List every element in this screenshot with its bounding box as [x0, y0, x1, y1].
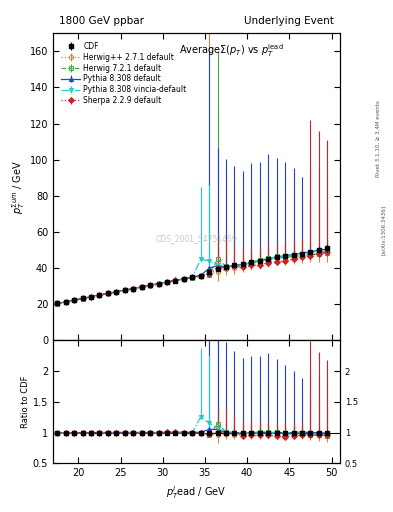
X-axis label: $p_T^{l}$ead / GeV: $p_T^{l}$ead / GeV	[166, 484, 227, 501]
Text: 1800 GeV ppbar: 1800 GeV ppbar	[59, 15, 144, 26]
Text: CDS_2001_S4751469: CDS_2001_S4751469	[156, 234, 237, 244]
Y-axis label: $p_T^{\Sigma um}$ / GeV: $p_T^{\Sigma um}$ / GeV	[10, 160, 27, 214]
Legend: CDF, Herwig++ 2.7.1 default, Herwig 7.2.1 default, Pythia 8.308 default, Pythia : CDF, Herwig++ 2.7.1 default, Herwig 7.2.…	[60, 40, 188, 107]
Text: Underlying Event: Underlying Event	[244, 15, 334, 26]
Text: [arXiv:1306.3436]: [arXiv:1306.3436]	[381, 205, 386, 255]
Y-axis label: Ratio to CDF: Ratio to CDF	[21, 376, 30, 428]
Text: Average$\Sigma(p_{T})$ vs $p_T^{\rm lead}$: Average$\Sigma(p_{T})$ vs $p_T^{\rm lead…	[178, 42, 283, 59]
Text: Rivet 3.1.10, ≥ 3.4M events: Rivet 3.1.10, ≥ 3.4M events	[376, 100, 381, 177]
